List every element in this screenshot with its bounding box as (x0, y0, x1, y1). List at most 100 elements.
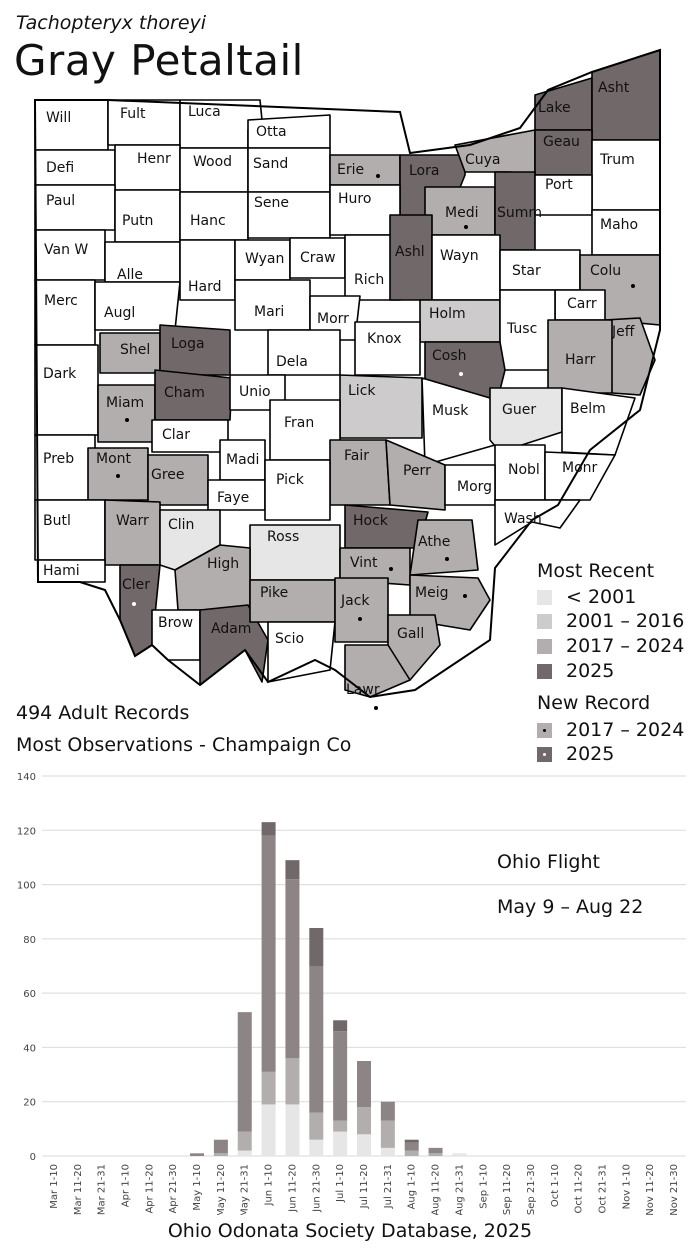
county-label-sene: Sene (254, 195, 289, 211)
county-pick (264, 459, 331, 521)
county-label-morg: Morg (457, 479, 492, 495)
county-label-mont: Mont (96, 451, 132, 467)
county-label-luca: Luca (188, 104, 221, 120)
x-tick-label: Apr 21-30 (168, 1164, 179, 1214)
county-label-fult: Fult (120, 106, 146, 122)
new-record-marker-athe (445, 557, 449, 561)
county-label-paul: Paul (46, 193, 75, 209)
new-record-marker-vint (389, 567, 393, 571)
county-label-will: Will (46, 110, 71, 126)
county-label-dark: Dark (43, 366, 77, 382)
bar-segment (333, 1031, 348, 1121)
x-tick-label: Oct 1-10 (550, 1164, 561, 1207)
bar-segment (261, 1104, 276, 1156)
new-record-marker-cler (132, 602, 136, 606)
county-brow (151, 609, 201, 661)
county-label-hanc: Hanc (190, 213, 226, 229)
county-athe (409, 519, 479, 576)
county-label-wash: Wash (504, 511, 542, 527)
county-label-adam: Adam (211, 621, 251, 637)
county-label-scio: Scio (275, 631, 304, 647)
bar-segment (333, 1120, 348, 1132)
x-tick-label: Jul 21-31 (383, 1164, 394, 1209)
county-label-hami: Hami (43, 563, 80, 579)
new-record-marker-jack (358, 617, 362, 621)
county-label-jack: Jack (340, 593, 370, 609)
bar-segment (428, 1147, 443, 1154)
county-label-van-w: Van W (44, 242, 88, 258)
legend-swatch (537, 638, 552, 654)
county-label-huro: Huro (338, 191, 371, 207)
county-monr (544, 451, 616, 501)
x-tick-label: May 21-31 (240, 1164, 251, 1215)
county-label-defi: Defi (46, 160, 74, 176)
bar-segment (428, 1153, 443, 1156)
bar-segment (309, 966, 324, 1113)
bar-segment (285, 1058, 300, 1105)
bar-segment (309, 928, 324, 966)
county-label-colu: Colu (590, 263, 621, 279)
legend-swatch (537, 663, 552, 679)
county-label-wood: Wood (193, 154, 232, 170)
county-label-merc: Merc (44, 293, 78, 309)
bar-segment (261, 822, 276, 836)
bar-segment (237, 1131, 252, 1151)
county-label-summ: Summ (497, 205, 542, 221)
county-guer (489, 387, 563, 453)
county-label-pick: Pick (276, 472, 305, 488)
ohio-county-map: Will Fult Luca Otta Defi Henr Wood Sand Erie Lora… (33, 48, 661, 710)
x-tick-label: Jun 21-30 (311, 1164, 322, 1213)
county-label-mari: Mari (254, 304, 284, 320)
legend-item-pre2001: < 2001 (537, 586, 636, 608)
y-tick-label: 60 (23, 989, 36, 1000)
county-label-geau: Geau (543, 134, 580, 150)
county-label-ashl: Ashl (395, 244, 425, 260)
bar-segment (380, 1120, 395, 1148)
county-label-morr: Morr (317, 311, 349, 327)
county-label-wyan: Wyan (245, 251, 284, 267)
county-label-sand: Sand (253, 156, 288, 172)
bar-segment (380, 1101, 395, 1121)
x-tick-label: Mar 21-31 (97, 1164, 108, 1215)
bar-segment (285, 879, 300, 1059)
county-label-madi: Madi (226, 452, 259, 468)
bar-segment (404, 1139, 419, 1143)
county-label-trum: Trum (599, 152, 635, 168)
county-label-shel: Shel (120, 342, 150, 358)
bar-segment (285, 860, 300, 880)
county-preb (34, 434, 96, 501)
county-label-high: High (207, 556, 239, 572)
county-label-cler: Cler (122, 577, 150, 593)
x-tick-label: May 1-10 (192, 1164, 203, 1211)
county-wayn (431, 234, 501, 301)
county-label-miam: Miam (106, 395, 144, 411)
county-label-nobl: Nobl (508, 462, 540, 478)
county-label-clar: Clar (162, 427, 190, 443)
county-label-ross: Ross (267, 529, 299, 545)
bar-segment (357, 1061, 371, 1108)
x-tick-label: Aug 1-10 (407, 1164, 418, 1209)
adult-records-count: 494 Adult Records (16, 702, 190, 724)
county-label-cuya: Cuya (465, 152, 501, 168)
county-label-loga: Loga (171, 336, 205, 352)
legend-swatch-new-record (537, 722, 552, 738)
county-perr (385, 439, 446, 511)
y-tick-label: 80 (23, 935, 36, 946)
x-tick-label: Apr 1-10 (120, 1164, 131, 1207)
flight-range: May 9 – Aug 22 (497, 896, 644, 918)
county-merc (34, 279, 96, 346)
county-label-augl: Augl (104, 305, 135, 321)
county-label-warr: Warr (116, 513, 149, 529)
county-label-henr: Henr (137, 151, 171, 167)
bar-segment (237, 1012, 252, 1132)
source-credit: Ohio Odonata Society Database, 2025 (167, 1220, 533, 1242)
county-label-tusc: Tusc (506, 321, 537, 337)
legend-item-2001-2016: 2001 – 2016 (537, 610, 684, 632)
county-label-lawr: Lawr (346, 682, 380, 698)
county-label-preb: Preb (43, 451, 74, 467)
county-label-meig: Meig (415, 585, 448, 601)
county-shapes (34, 49, 661, 698)
legend-new-record-2025: 2025 (537, 743, 614, 765)
county-butl (34, 499, 106, 561)
county-label-harr: Harr (565, 352, 596, 368)
